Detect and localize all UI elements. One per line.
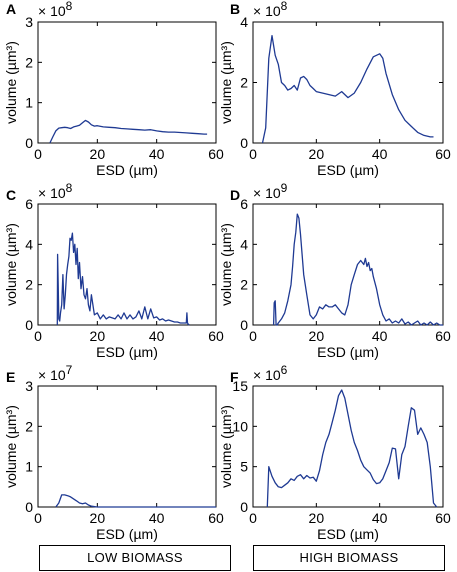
panel-letter-c: C (6, 187, 16, 203)
x-tick-label: 40 (149, 146, 165, 162)
y-tick-label: 2 (25, 54, 33, 70)
x-tick-label: 20 (309, 146, 325, 162)
y-multiplier: × 106 (253, 363, 288, 383)
y-tick-label: 0 (240, 135, 248, 151)
y-tick-label: 2 (240, 277, 248, 293)
panel-a: 0 20 40 60 0 1 2 3 × 108 ESD (µm) volume (µm³) A (3, 0, 224, 178)
y-axis-label: volume (µm³) (218, 405, 234, 488)
y-multiplier: × 108 (253, 0, 288, 19)
y-multiplier: × 108 (38, 181, 73, 201)
plot-frame (252, 203, 444, 326)
y-multiplier: × 109 (253, 181, 288, 201)
y-axis-label: volume (µm³) (3, 41, 19, 124)
x-tick-label: 0 (249, 510, 257, 526)
x-tick-label: 40 (149, 510, 165, 526)
x-tick-label: 0 (249, 146, 257, 162)
x-tick-label: 40 (149, 328, 165, 344)
y-tick-label: 0 (25, 317, 33, 333)
high-biomass-label: HIGH BIOMASS (253, 545, 445, 571)
panel-letter-a: A (6, 1, 16, 17)
x-tick-label: 20 (90, 510, 106, 526)
panel-letter-d: D (230, 187, 240, 203)
panel-e: 0 20 40 60 0 1 2 3 × 107 ESD (µm) volume (µm³) E (3, 363, 224, 542)
y-tick-label: 1 (25, 459, 33, 475)
y-tick-label: 4 (240, 236, 248, 252)
y-tick-label: 15 (232, 378, 248, 394)
y-tick-label: 2 (240, 75, 248, 91)
plot-frame (37, 385, 217, 508)
series-line-f (266, 389, 438, 508)
y-tick-label: 2 (25, 418, 33, 434)
x-axis-label: ESD (µm) (96, 526, 158, 542)
x-tick-label: 40 (372, 510, 388, 526)
y-axis-label: volume (µm³) (3, 223, 19, 306)
y-tick-label: 1 (25, 95, 33, 111)
x-tick-label: 40 (372, 146, 388, 162)
x-tick-label: 60 (208, 510, 224, 526)
panel-letter-b: B (230, 1, 240, 17)
y-multiplier: × 107 (38, 363, 73, 383)
plot-frame (37, 203, 217, 326)
x-tick-label: 60 (208, 146, 224, 162)
x-tick-label: 0 (249, 328, 257, 344)
y-tick-label: 6 (240, 196, 248, 212)
x-axis-label: ESD (µm) (96, 344, 158, 360)
low-biomass-label: LOW BIOMASS (39, 545, 231, 571)
y-tick-label: 10 (232, 418, 248, 434)
panel-b: 0 20 40 60 0 2 4 × 108 ESD (µm) volume (µm³) B (218, 0, 451, 178)
x-tick-label: 0 (34, 328, 42, 344)
panel-letter-e: E (6, 369, 15, 385)
plot-frame (37, 21, 217, 144)
y-tick-label: 0 (240, 499, 248, 515)
y-axis-label: volume (µm³) (3, 405, 19, 488)
x-axis-label: ESD (µm) (317, 162, 379, 178)
x-tick-label: 0 (34, 146, 42, 162)
x-tick-label: 60 (435, 328, 451, 344)
panel-d: 0 20 40 60 0 2 4 6 × 109 ESD (µm) volume (µm³) D (218, 181, 451, 360)
x-tick-label: 20 (90, 146, 106, 162)
x-tick-label: 20 (309, 328, 325, 344)
series-line-e (55, 494, 216, 508)
y-tick-label: 5 (240, 459, 248, 475)
y-axis-label: volume (µm³) (218, 223, 234, 306)
x-tick-label: 20 (90, 328, 106, 344)
y-tick-label: 3 (25, 14, 33, 30)
y-multiplier: × 108 (38, 0, 73, 19)
series-line-b (261, 34, 434, 144)
series-line-a (49, 119, 208, 144)
x-tick-label: 0 (34, 510, 42, 526)
y-tick-label: 4 (25, 236, 33, 252)
x-axis-label: ESD (µm) (96, 162, 158, 178)
panel-letter-f: F (230, 369, 239, 385)
x-tick-label: 60 (435, 146, 451, 162)
y-tick-label: 6 (25, 196, 33, 212)
x-axis-label: ESD (µm) (317, 344, 379, 360)
x-axis-label: ESD (µm) (317, 526, 379, 542)
plot-frame (252, 385, 444, 508)
series-line-c (56, 232, 190, 326)
panel-f: 0 20 40 60 0 5 10 15 × 106 ESD (µm) volume (µm³) F (218, 363, 451, 542)
series-line-d (272, 213, 443, 326)
x-tick-label: 40 (372, 328, 388, 344)
panel-c: 0 20 40 60 0 2 4 6 × 108 ESD (µm) volume (µm³) C (3, 181, 224, 360)
y-axis-label: volume (µm³) (218, 41, 234, 124)
x-tick-label: 20 (309, 510, 325, 526)
x-tick-label: 60 (208, 328, 224, 344)
y-tick-label: 0 (25, 499, 33, 515)
y-tick-label: 2 (25, 277, 33, 293)
y-tick-label: 0 (240, 317, 248, 333)
y-tick-label: 4 (240, 14, 248, 30)
y-tick-label: 0 (25, 135, 33, 151)
y-tick-label: 3 (25, 378, 33, 394)
x-tick-label: 60 (435, 510, 451, 526)
